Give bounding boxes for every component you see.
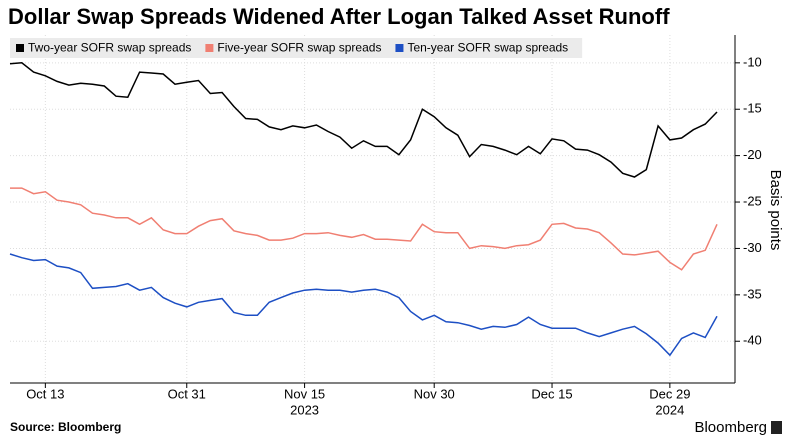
- x-tick-label: Oct 13: [26, 386, 64, 401]
- x-tick-label: Nov 15: [284, 386, 325, 401]
- chart-title: Dollar Swap Spreads Widened After Logan …: [8, 4, 670, 29]
- brand: Bloomberg: [694, 419, 767, 436]
- y-tick-label: -30: [743, 240, 762, 255]
- brand-icon: [771, 421, 782, 434]
- y-axis-label: Basis points: [767, 170, 784, 251]
- year-label: 2024: [655, 402, 684, 417]
- year-label: 2023: [290, 402, 319, 417]
- x-tick-label: Dec 15: [531, 386, 572, 401]
- legend-label: Ten-year SOFR swap spreads: [407, 41, 568, 55]
- legend-box: [10, 38, 583, 58]
- y-tick-label: -20: [743, 147, 762, 162]
- legend-label: Two-year SOFR swap spreads: [28, 41, 191, 55]
- legend-label: Five-year SOFR swap spreads: [217, 41, 381, 55]
- y-tick-label: -15: [743, 101, 762, 116]
- x-tick-label: Nov 30: [414, 386, 455, 401]
- y-tick-label: -35: [743, 286, 762, 301]
- series-line: [9, 62, 718, 178]
- y-tick-label: -25: [743, 193, 762, 208]
- y-tick-label: -40: [743, 333, 762, 348]
- legend-swatch: [16, 44, 24, 52]
- legend-swatch: [205, 44, 214, 52]
- y-tick-label: -10: [743, 54, 762, 69]
- x-tick-label: Dec 29: [649, 386, 690, 401]
- series-line: [9, 253, 718, 357]
- legend-swatch: [395, 44, 404, 52]
- x-tick-label: Oct 31: [168, 386, 206, 401]
- series-line: [10, 187, 718, 271]
- source: Source: Bloomberg: [10, 420, 121, 434]
